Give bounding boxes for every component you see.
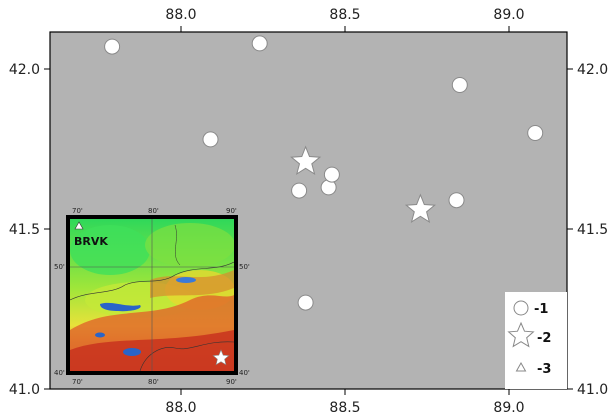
inset-epicenter-star-icon bbox=[212, 349, 230, 366]
inset-bottom-tick: 80' bbox=[148, 378, 159, 386]
inset-map: 70' 80' 90' 70' 80' 90' 50' 40' 50' 40' … bbox=[54, 207, 250, 386]
station-triangle-icon bbox=[74, 221, 84, 230]
inset-left-tick: 50' bbox=[54, 263, 65, 271]
bottom-tick-label: 89.0 bbox=[493, 400, 524, 416]
event-circle-marker bbox=[451, 77, 468, 93]
left-tick-label: 41.0 bbox=[9, 382, 40, 398]
event-circle-marker bbox=[251, 35, 268, 52]
inset-top-tick: 80' bbox=[148, 207, 159, 215]
event-circle-marker bbox=[297, 294, 314, 311]
bottom-tick-label: 88.0 bbox=[165, 400, 196, 416]
legend-label-1: -1 bbox=[534, 302, 548, 317]
legend-circle-icon bbox=[513, 300, 529, 316]
inset-right-tick: 50' bbox=[239, 263, 250, 271]
event-circle-marker bbox=[202, 131, 219, 148]
axis-ticks bbox=[44, 26, 573, 395]
legend-label-2: -2 bbox=[537, 331, 551, 346]
right-tick-label: 41.5 bbox=[577, 222, 608, 238]
inset-top-tick: 70' bbox=[72, 207, 83, 215]
inset-top-tick: 90' bbox=[226, 207, 237, 215]
right-tick-label: 41.0 bbox=[577, 382, 608, 398]
top-tick-label: 89.0 bbox=[493, 7, 524, 23]
legend-triangle-icon bbox=[515, 361, 527, 372]
right-tick-label: 42.0 bbox=[577, 62, 608, 78]
inset-bottom-tick: 70' bbox=[72, 378, 83, 386]
inset-left-tick: 40' bbox=[54, 369, 65, 377]
left-tick-label: 42.0 bbox=[9, 62, 40, 78]
left-tick-label: 41.5 bbox=[9, 222, 40, 238]
event-circle-marker bbox=[291, 182, 308, 199]
inset-terrain bbox=[70, 219, 234, 371]
top-tick-label: 88.0 bbox=[165, 7, 196, 23]
event-circle-marker bbox=[104, 38, 121, 55]
inset-right-tick: 40' bbox=[239, 369, 250, 377]
legend-star-icon bbox=[507, 321, 535, 348]
event-markers bbox=[104, 35, 544, 311]
station-label: BRVK bbox=[74, 235, 108, 248]
epicenter-star-marker bbox=[404, 193, 436, 224]
inset-bottom-tick: 90' bbox=[226, 378, 237, 386]
legend: -1 -2 -3 bbox=[505, 292, 567, 389]
event-circle-marker bbox=[323, 166, 340, 183]
event-circle-marker bbox=[448, 192, 465, 209]
epicenter-star-marker bbox=[290, 145, 322, 176]
top-tick-label: 88.5 bbox=[329, 7, 360, 23]
legend-label-3: -3 bbox=[537, 362, 551, 377]
event-circle-marker bbox=[527, 125, 544, 141]
bottom-tick-label: 88.5 bbox=[329, 400, 360, 416]
